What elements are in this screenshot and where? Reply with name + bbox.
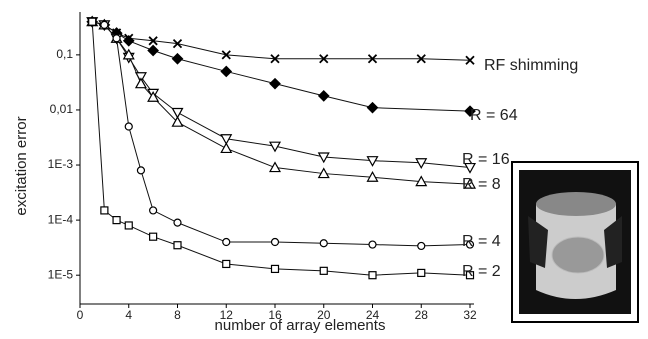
series-label: R = 16: [462, 151, 510, 168]
marker: [418, 269, 425, 276]
marker: [89, 18, 96, 25]
marker: [270, 79, 280, 89]
marker: [320, 267, 327, 274]
marker: [137, 167, 144, 174]
marker: [272, 265, 279, 272]
marker: [173, 54, 183, 64]
x-tick-label: 24: [366, 308, 380, 322]
marker: [368, 103, 378, 113]
x-tick-label: 16: [268, 308, 282, 322]
x-tick-label: 32: [463, 308, 477, 322]
marker: [101, 207, 108, 214]
marker: [272, 239, 279, 246]
x-tick-label: 4: [125, 308, 132, 322]
series-line: [92, 22, 470, 275]
marker: [221, 143, 231, 152]
marker: [369, 272, 376, 279]
marker: [174, 219, 181, 226]
y-tick-label: 1E-3: [48, 157, 74, 171]
marker: [320, 240, 327, 247]
marker: [101, 21, 108, 28]
marker: [124, 36, 134, 46]
marker: [148, 46, 158, 56]
marker: [223, 239, 230, 246]
marker: [319, 91, 329, 101]
marker: [125, 222, 132, 229]
y-axis-label: excitation error: [13, 116, 30, 215]
y-tick-label: 1E-5: [48, 267, 74, 281]
series-line: [92, 22, 470, 246]
marker: [113, 35, 120, 42]
marker: [113, 217, 120, 224]
x-tick-label: 28: [415, 308, 429, 322]
series-label: R = 8: [462, 176, 501, 193]
series-label: R = 64: [470, 107, 518, 124]
inset-image: [512, 162, 638, 322]
x-tick-label: 20: [317, 308, 331, 322]
series-label: R = 4: [462, 233, 501, 250]
series-line: [92, 22, 470, 168]
series-line: [92, 22, 470, 61]
x-axis-label: number of array elements: [215, 317, 386, 334]
y-tick-label: 0,1: [56, 47, 73, 61]
x-tick-label: 12: [220, 308, 234, 322]
marker: [369, 241, 376, 248]
x-tick-label: 8: [174, 308, 181, 322]
series-label: RF shimming: [484, 57, 578, 74]
chart: number of array elements excitation erro…: [0, 0, 648, 339]
marker: [270, 163, 280, 172]
series-label: R = 2: [462, 263, 501, 280]
marker: [418, 242, 425, 249]
marker: [221, 66, 231, 76]
marker: [223, 260, 230, 267]
x-tick-label: 0: [77, 308, 84, 322]
series-line: [92, 22, 470, 184]
marker: [150, 207, 157, 214]
y-tick-label: 0,01: [50, 102, 74, 116]
series-line: [92, 22, 470, 111]
marker: [174, 242, 181, 249]
marker: [136, 79, 146, 88]
marker: [125, 123, 132, 130]
y-tick-label: 1E-4: [48, 212, 74, 226]
marker: [150, 233, 157, 240]
